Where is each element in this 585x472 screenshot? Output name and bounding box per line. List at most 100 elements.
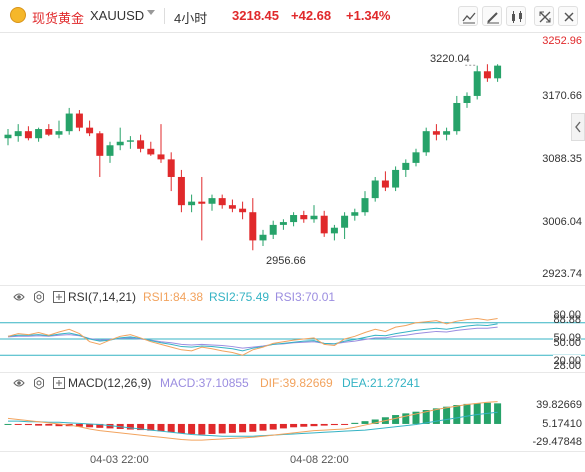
rsi-level-label: 88.88: [553, 314, 581, 326]
rsi-level-label: 20.00: [553, 355, 581, 367]
price-change-pct: +1.34%: [346, 8, 391, 23]
macd-chart[interactable]: [0, 393, 530, 451]
candle-body: [330, 227, 338, 234]
visibility-icon[interactable]: [13, 377, 25, 389]
macd-histogram-bar: [412, 411, 420, 424]
candle-body: [300, 215, 308, 220]
candle-body: [422, 131, 430, 153]
macd-histogram-bar: [96, 423, 104, 428]
candle-body: [239, 208, 247, 213]
macd-histogram-bar: [361, 421, 369, 424]
visibility-icon[interactable]: [13, 291, 25, 303]
candle-body: [381, 180, 389, 188]
dif-line: [7, 401, 498, 441]
macd-histogram-bar: [330, 423, 338, 426]
pane-divider: [0, 372, 585, 373]
candle-body: [208, 198, 216, 204]
price-axis-label: 3006.04: [542, 216, 582, 228]
macd-histogram-bar: [279, 423, 287, 429]
candle-body: [116, 141, 124, 146]
candle-body: [65, 113, 73, 132]
candle-body: [269, 224, 277, 235]
candle-body: [351, 212, 359, 216]
rsi2-value: RSI2:75.49: [209, 290, 270, 304]
settings-gear-icon[interactable]: [33, 377, 45, 389]
candle-body: [290, 215, 298, 223]
candle-body: [198, 201, 206, 204]
candle-body: [310, 215, 318, 220]
candle-body: [412, 152, 420, 163]
macd-histogram-bar: [4, 423, 12, 425]
macd-header: MACD(12,26,9) MACD:37.10855 DIF:39.82669…: [0, 374, 585, 392]
macd-histogram-bar: [24, 423, 32, 426]
rsi3-line: [7, 326, 498, 349]
candle-body: [177, 176, 185, 206]
macd-histogram-bar: [341, 423, 349, 425]
collapse-side-panel-button[interactable]: [571, 113, 585, 141]
timeframe-selector[interactable]: 4小时: [174, 11, 208, 26]
macd-histogram-bar: [453, 405, 461, 424]
macd-axis-label: -29.47848: [532, 436, 582, 448]
rsi-level-label: 28.00: [553, 360, 581, 372]
candle-body: [494, 65, 502, 79]
expand-pane-icon[interactable]: [53, 291, 65, 303]
candle-body: [249, 212, 257, 241]
macd-histogram-bar: [249, 423, 257, 432]
candle-body: [453, 102, 461, 132]
rsi2-line: [7, 323, 498, 352]
macd-histogram-bar: [14, 423, 22, 425]
draw-icon: [487, 12, 499, 24]
close-icon: [564, 12, 574, 22]
indicator-button[interactable]: [458, 6, 478, 26]
candle-body: [218, 198, 226, 206]
draw-button[interactable]: [482, 6, 502, 26]
close-button[interactable]: [558, 6, 578, 26]
candle-body: [371, 180, 379, 199]
candle-body: [106, 145, 114, 156]
macd-histogram-bar: [310, 423, 318, 427]
candle-body: [341, 215, 349, 228]
expand-icon: [539, 11, 551, 23]
candle-body: [24, 131, 32, 139]
time-axis-label: 04-03 22:00: [90, 454, 149, 466]
candle-body: [443, 131, 451, 135]
macd-histogram-bar: [351, 422, 359, 424]
gold-coin-icon: [10, 7, 26, 23]
rsi-chart[interactable]: [0, 308, 585, 370]
macd-histogram-bar: [269, 423, 277, 430]
macd-histogram-bar: [473, 403, 481, 424]
candlestick-chart[interactable]: [0, 33, 530, 285]
macd-histogram-bar: [126, 423, 134, 430]
candle-style-icon: [512, 11, 522, 23]
macd-histogram-bar: [198, 423, 206, 435]
candle-body: [96, 133, 104, 156]
candle-style-button[interactable]: [506, 6, 526, 26]
price-axis-label: 3088.35: [542, 153, 582, 165]
macd-histogram-bar: [228, 423, 236, 433]
macd-histogram-bar: [392, 415, 400, 424]
symbol-code[interactable]: XAUUSD: [90, 8, 145, 23]
current-price: 3218.45: [232, 8, 279, 23]
settings-gear-icon[interactable]: [33, 291, 45, 303]
macd-histogram-bar: [300, 423, 308, 427]
macd-axis-label: 5.17410: [542, 418, 582, 430]
symbol-dropdown-icon[interactable]: [147, 10, 155, 15]
candle-body: [137, 140, 145, 149]
macd-histogram-bar: [422, 410, 430, 424]
rsi1-line: [7, 317, 498, 356]
expand-button[interactable]: [534, 6, 554, 26]
low-annotation: 2956.66: [266, 255, 306, 267]
symbol-name[interactable]: 现货黄金: [32, 11, 85, 26]
rsi-level-label: 80.00: [553, 309, 581, 321]
expand-pane-icon[interactable]: [53, 377, 65, 389]
price-change: +42.68: [291, 8, 332, 23]
rsi-header: RSI(7,14,21) RSI1:84.38 RSI2:75.49 RSI3:…: [0, 288, 585, 306]
indicator-icon: [462, 12, 476, 24]
macd-histogram-bar: [371, 419, 379, 424]
macd-histogram-bar: [86, 423, 94, 428]
candle-body: [35, 129, 43, 139]
header-divider: [164, 8, 165, 24]
candle-body: [483, 71, 491, 79]
candle-body: [361, 198, 369, 213]
rsi-title: RSI(7,14,21): [68, 290, 137, 304]
